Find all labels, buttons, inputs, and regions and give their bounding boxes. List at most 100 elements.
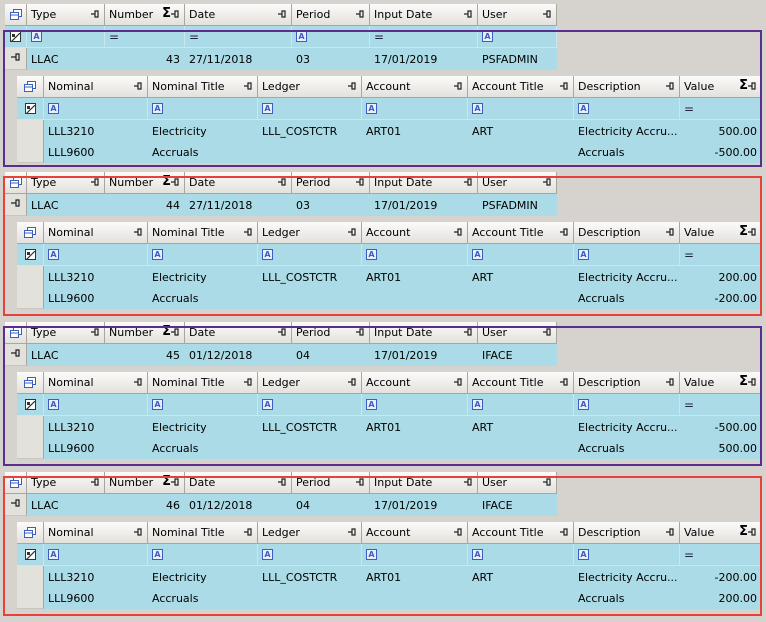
detail-cell-nominal-title[interactable]: Accruals <box>148 141 258 163</box>
detail-row-selector[interactable] <box>17 266 44 288</box>
master-cell-input-date[interactable]: 17/01/2019 <box>370 344 478 366</box>
detail-cell-account[interactable] <box>362 287 468 309</box>
master-col-date[interactable]: Date <box>185 4 292 26</box>
detail-cell-account-title[interactable]: ART <box>468 120 574 142</box>
text-filter-icon[interactable]: A <box>296 31 307 42</box>
detail-col-description[interactable]: Description <box>574 372 680 394</box>
sum-icon[interactable]: Σ <box>739 224 748 239</box>
pin-icon[interactable] <box>243 81 253 91</box>
master-col-number[interactable]: Number Σ <box>105 172 185 194</box>
master-col-user[interactable]: User <box>478 322 557 344</box>
pin-icon[interactable] <box>277 477 287 487</box>
detail-cell-nominal-title[interactable]: Accruals <box>148 287 258 309</box>
detail-cell-account[interactable] <box>362 437 468 459</box>
column-chooser-icon[interactable] <box>24 81 36 92</box>
detail-cell-nominal-title[interactable]: Accruals <box>148 587 258 609</box>
master-column-chooser[interactable] <box>5 472 27 494</box>
detail-filter-cell[interactable]: A <box>468 544 574 566</box>
detail-filter-cell[interactable]: A <box>574 244 680 266</box>
master-row[interactable]: LLAC 43 27/11/2018 03 17/01/2019 PSFADMIN <box>0 48 766 70</box>
pin-icon[interactable] <box>355 177 365 187</box>
sum-icon[interactable]: Σ <box>162 474 171 489</box>
detail-cell-nominal-title[interactable]: Electricity <box>148 120 258 142</box>
detail-filter-cell[interactable]: A <box>258 544 362 566</box>
sum-icon[interactable]: Σ <box>162 6 171 21</box>
master-cell-input-date[interactable]: 17/01/2019 <box>370 194 478 216</box>
column-chooser-icon[interactable] <box>24 227 36 238</box>
detail-col-ledger[interactable]: Ledger <box>258 372 362 394</box>
detail-filter-cell[interactable]: A <box>44 544 148 566</box>
sum-icon[interactable]: Σ <box>162 324 171 339</box>
detail-filter-corner[interactable] <box>17 98 44 120</box>
master-col-input_date[interactable]: Input Date <box>370 472 478 494</box>
equals-filter-icon[interactable]: = <box>684 547 695 562</box>
master-cell-period[interactable]: 03 <box>292 194 370 216</box>
text-filter-icon[interactable]: A <box>578 103 589 114</box>
master-col-number[interactable]: Number Σ <box>105 472 185 494</box>
pin-icon[interactable] <box>559 227 569 237</box>
master-column-chooser[interactable] <box>5 4 27 26</box>
master-cell-user[interactable]: PSFADMIN <box>478 194 557 216</box>
pin-icon[interactable] <box>347 81 357 91</box>
filter-clear-icon[interactable] <box>24 103 36 115</box>
equals-filter-icon[interactable]: = <box>684 101 695 116</box>
master-col-type[interactable]: Type <box>27 472 105 494</box>
pin-icon[interactable] <box>542 327 552 337</box>
master-filter-corner[interactable] <box>5 26 27 48</box>
pin-icon[interactable] <box>453 227 463 237</box>
detail-cell-description[interactable]: Accruals <box>574 587 680 609</box>
master-col-number[interactable]: Number Σ <box>105 322 185 344</box>
detail-cell-description[interactable]: Electricity Accru... <box>574 566 680 588</box>
detail-cell-account[interactable] <box>362 141 468 163</box>
detail-column-chooser[interactable] <box>17 76 44 98</box>
text-filter-icon[interactable]: A <box>262 549 273 560</box>
detail-col-account_title[interactable]: Account Title <box>468 222 574 244</box>
detail-filter-cell[interactable]: = <box>680 394 762 416</box>
pin-icon[interactable] <box>463 477 473 487</box>
master-row-selector[interactable] <box>5 494 27 516</box>
sum-icon[interactable]: Σ <box>739 524 748 539</box>
pin-icon[interactable] <box>90 477 100 487</box>
detail-filter-cell[interactable]: A <box>574 98 680 120</box>
detail-col-ledger[interactable]: Ledger <box>258 222 362 244</box>
detail-cell-account-title[interactable]: ART <box>468 416 574 438</box>
detail-filter-cell[interactable]: A <box>362 98 468 120</box>
pin-icon[interactable] <box>463 177 473 187</box>
filter-clear-icon[interactable] <box>24 399 36 411</box>
column-chooser-icon[interactable] <box>9 9 22 20</box>
pin-icon[interactable] <box>243 377 253 387</box>
detail-cell-description[interactable]: Electricity Accru... <box>574 416 680 438</box>
detail-col-account[interactable]: Account <box>362 76 468 98</box>
master-cell-user[interactable]: IFACE <box>478 344 557 366</box>
detail-col-nominal[interactable]: Nominal <box>44 76 148 98</box>
pin-icon[interactable] <box>347 227 357 237</box>
master-row-selector[interactable] <box>5 344 27 366</box>
master-cell-user[interactable]: PSFADMIN <box>478 48 557 70</box>
detail-cell-nominal-title[interactable]: Electricity <box>148 266 258 288</box>
pin-icon[interactable] <box>355 477 365 487</box>
detail-row[interactable]: LLL3210 Electricity LLL_COSTCTR ART01 ART Ele… <box>0 416 766 438</box>
detail-col-nominal[interactable]: Nominal <box>44 522 148 544</box>
detail-cell-nominal[interactable]: LLL9600 <box>44 287 148 309</box>
pin-icon[interactable] <box>665 81 675 91</box>
pin-icon[interactable] <box>665 527 675 537</box>
detail-filter-cell[interactable]: A <box>148 544 258 566</box>
master-row[interactable]: LLAC 46 01/12/2018 04 17/01/2019 IFACE <box>0 494 766 516</box>
master-col-input_date[interactable]: Input Date <box>370 322 478 344</box>
text-filter-icon[interactable]: A <box>472 103 483 114</box>
pin-icon[interactable] <box>747 81 757 91</box>
master-filter-cell[interactable]: A <box>292 26 370 48</box>
detail-col-nominal_title[interactable]: Nominal Title <box>148 76 258 98</box>
master-row-selector[interactable] <box>5 194 27 216</box>
detail-column-chooser[interactable] <box>17 372 44 394</box>
detail-filter-cell[interactable]: A <box>258 244 362 266</box>
detail-col-ledger[interactable]: Ledger <box>258 76 362 98</box>
text-filter-icon[interactable]: A <box>48 103 59 114</box>
text-filter-icon[interactable]: A <box>152 549 163 560</box>
master-col-user[interactable]: User <box>478 4 557 26</box>
master-col-period[interactable]: Period <box>292 172 370 194</box>
detail-filter-cell[interactable]: A <box>574 544 680 566</box>
master-filter-cell[interactable]: = <box>185 26 292 48</box>
text-filter-icon[interactable]: A <box>152 103 163 114</box>
detail-cell-ledger[interactable] <box>258 587 362 609</box>
